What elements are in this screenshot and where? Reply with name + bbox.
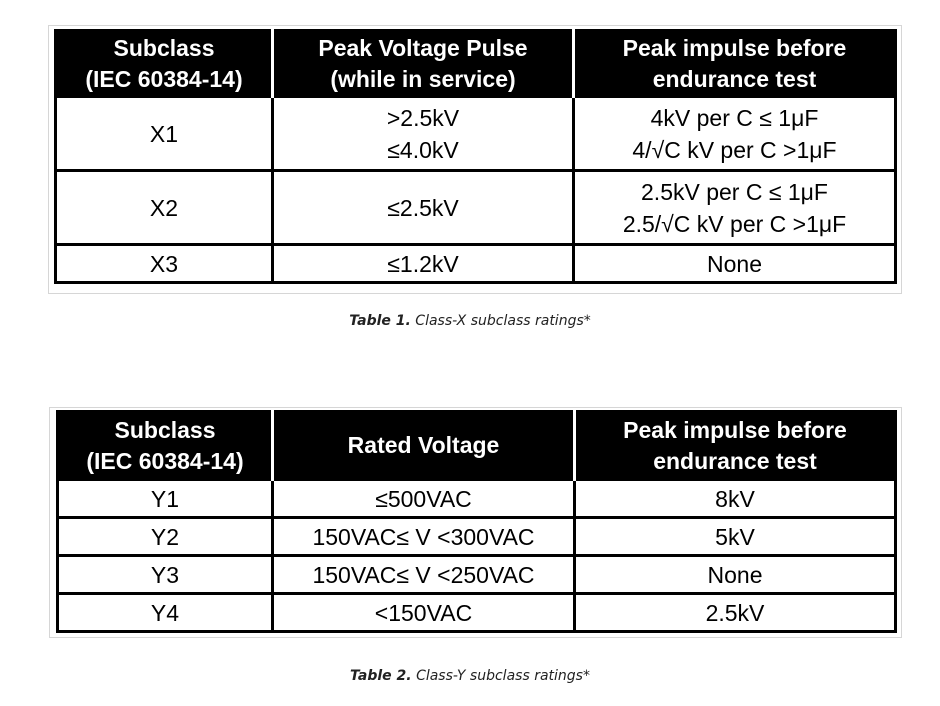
impulse-cell: 5kV bbox=[573, 516, 897, 557]
table-row: Y1 ≤500VAC 8kV bbox=[56, 478, 897, 519]
table-1-caption: Table 1. Class-X subclass ratings* bbox=[349, 313, 591, 329]
subclass-cell: X1 bbox=[54, 95, 274, 172]
impulse-cell: 2.5kV bbox=[573, 592, 897, 633]
impulse-cell: 8kV bbox=[573, 478, 897, 519]
subclass-cell: Y1 bbox=[56, 478, 274, 519]
table-row: Y2 150VAC≤ V <300VAC 5kV bbox=[56, 516, 897, 557]
table-header-row: Subclass (IEC 60384-14) Peak Voltage Pul… bbox=[55, 30, 896, 97]
table-row: X1 >2.5kV ≤4.0kV 4kV per C ≤ 1μF 4/√C kV… bbox=[54, 95, 897, 172]
subclass-cell: X2 bbox=[54, 169, 274, 246]
class-y-table: Subclass (IEC 60384-14) Rated Voltage Pe… bbox=[56, 410, 897, 633]
header-subclass: Subclass (IEC 60384-14) bbox=[55, 30, 273, 97]
impulse-cell: None bbox=[573, 554, 897, 595]
impulse-cell: 2.5kV per C ≤ 1μF 2.5/√C kV per C >1μF bbox=[572, 169, 897, 246]
impulse-cell: None bbox=[572, 243, 897, 284]
voltage-cell: ≤500VAC bbox=[271, 478, 576, 519]
table-row: Y3 150VAC≤ V <250VAC None bbox=[56, 554, 897, 595]
voltage-cell: >2.5kV ≤4.0kV bbox=[271, 95, 575, 172]
subclass-cell: Y3 bbox=[56, 554, 274, 595]
voltage-cell: ≤1.2kV bbox=[271, 243, 575, 284]
table-header-row: Subclass (IEC 60384-14) Rated Voltage Pe… bbox=[57, 411, 896, 480]
voltage-cell: ≤2.5kV bbox=[271, 169, 575, 246]
header-peak-impulse: Peak impulse before endurance test bbox=[573, 411, 896, 480]
subclass-cell: Y2 bbox=[56, 516, 274, 557]
voltage-cell: 150VAC≤ V <250VAC bbox=[271, 554, 576, 595]
class-x-table: Subclass (IEC 60384-14) Peak Voltage Pul… bbox=[54, 29, 897, 284]
subclass-cell: Y4 bbox=[56, 592, 274, 633]
table-row: X2 ≤2.5kV 2.5kV per C ≤ 1μF 2.5/√C kV pe… bbox=[54, 169, 897, 246]
subclass-cell: X3 bbox=[54, 243, 274, 284]
impulse-cell: 4kV per C ≤ 1μF 4/√C kV per C >1μF bbox=[572, 95, 897, 172]
table-2-caption: Table 2. Class-Y subclass ratings* bbox=[350, 668, 590, 684]
voltage-cell: <150VAC bbox=[271, 592, 576, 633]
table-row: X3 ≤1.2kV None bbox=[54, 243, 897, 284]
header-peak-voltage-pulse: Peak Voltage Pulse (while in service) bbox=[271, 30, 574, 97]
header-subclass: Subclass (IEC 60384-14) bbox=[57, 411, 273, 480]
voltage-cell: 150VAC≤ V <300VAC bbox=[271, 516, 576, 557]
header-rated-voltage: Rated Voltage bbox=[271, 411, 575, 480]
header-peak-impulse: Peak impulse before endurance test bbox=[572, 30, 896, 97]
table-row: Y4 <150VAC 2.5kV bbox=[56, 592, 897, 633]
